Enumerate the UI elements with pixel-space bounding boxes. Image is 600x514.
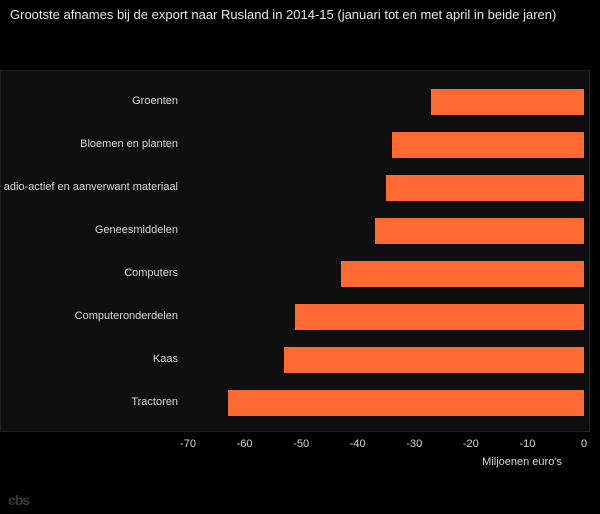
bar	[284, 347, 584, 373]
x-axis-label: Miljoenen euro's	[482, 456, 562, 468]
y-category-label: Kaas	[0, 353, 178, 365]
bar	[375, 218, 584, 244]
bar	[228, 390, 584, 416]
y-category-label: Computers	[0, 267, 178, 279]
bar	[386, 175, 584, 201]
plot-area: Groenten Bloemen en planten adio-actief en…	[0, 70, 600, 470]
x-tick-label: -60	[237, 438, 253, 450]
x-tick-label: 0	[581, 438, 587, 450]
x-tick-label: -30	[406, 438, 422, 450]
panel-background	[0, 70, 590, 432]
y-category-label: Tractoren	[0, 396, 178, 408]
bar	[295, 304, 584, 330]
bar	[392, 132, 584, 158]
bar	[431, 89, 584, 115]
x-tick-label: -50	[293, 438, 309, 450]
y-category-label: Groenten	[0, 95, 178, 107]
x-tick-label: -10	[519, 438, 535, 450]
chart-title: Grootste afnames bij de export naar Rusl…	[0, 0, 600, 28]
y-category-label: adio-actief en aanverwant materiaal	[0, 181, 178, 193]
y-category-label: Geneesmiddelen	[0, 224, 178, 236]
source-logo: cbs	[8, 492, 29, 508]
x-tick-label: -70	[180, 438, 196, 450]
bar	[341, 261, 584, 287]
x-tick-label: -40	[350, 438, 366, 450]
x-tick-label: -20	[463, 438, 479, 450]
y-category-label: Computeronderdelen	[0, 310, 178, 322]
y-category-label: Bloemen en planten	[0, 138, 178, 150]
